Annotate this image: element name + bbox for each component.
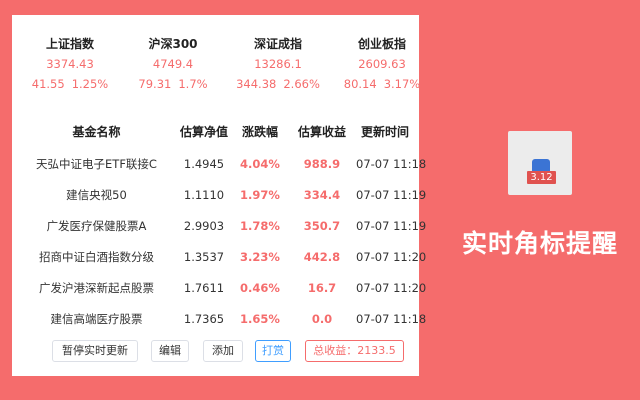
fund-table-body: 天弘中证电子ETF联接C 1.4945 4.04% 988.9 07-07 11… (12, 149, 427, 335)
index-change-value: 41.55 (31, 77, 65, 91)
index-shanghai: 上证指数 3374.43 41.55 1.25% (20, 35, 120, 93)
fund-gain: 442.8 (303, 250, 341, 264)
table-row[interactable]: 建信央视50 1.1110 1.97% 334.4 07-07 11:19 (12, 180, 427, 211)
extension-badge-preview: 3.12 (508, 131, 572, 195)
fund-nav: 2.9903 (183, 219, 225, 233)
index-price: 4749.4 (152, 57, 194, 71)
fund-popup-panel: 上证指数 3374.43 41.55 1.25% 沪深300 4749.4 79.… (12, 15, 427, 376)
index-change: 41.55 1.25% (20, 75, 120, 93)
index-price: 13286.1 (254, 57, 302, 71)
index-change: 79.31 1.7% (123, 75, 223, 93)
header-fund-name: 基金名称 (72, 125, 121, 139)
index-change-value: 80.14 (343, 77, 377, 91)
fund-change-percent: 1.78% (240, 219, 280, 233)
fund-gain: 988.9 (303, 157, 341, 171)
header-estimated-nav: 估算净值 (179, 125, 228, 139)
pause-realtime-button[interactable]: 暂停实时更新 (52, 340, 138, 362)
fund-name: 广发沪港深新起点股票 (39, 281, 154, 295)
header-update-time: 更新时间 (360, 125, 409, 139)
index-hs300: 沪深300 4749.4 79.31 1.7% (123, 35, 223, 93)
fund-update-time: 07-07 11:18 (356, 312, 427, 326)
fund-nav: 1.1110 (183, 188, 225, 202)
add-button[interactable]: 添加 (203, 340, 243, 362)
index-change-percent: 1.7% (178, 77, 208, 91)
index-change: 344.38 2.66% (228, 75, 328, 93)
total-gain-button[interactable]: 总收益：2133.5 (305, 340, 404, 362)
fund-name: 建信高端医疗股票 (50, 312, 143, 326)
index-name: 深证成指 (253, 37, 302, 51)
tip-button[interactable]: 打赏 (255, 340, 291, 362)
fund-gain: 0.0 (311, 312, 333, 326)
fund-update-time: 07-07 11:18 (356, 157, 427, 171)
edit-button[interactable]: 编辑 (151, 340, 189, 362)
promo-slogan: 实时角标提醒 (461, 229, 618, 258)
index-name: 沪深300 (148, 37, 198, 51)
fund-change-percent: 1.65% (240, 312, 280, 326)
calendar-icon (532, 159, 550, 173)
fund-nav: 1.4945 (183, 157, 225, 171)
table-row[interactable]: 天弘中证电子ETF联接C 1.4945 4.04% 988.9 07-07 11… (12, 149, 427, 180)
header-change-percent: 涨跌幅 (241, 125, 278, 139)
table-row[interactable]: 招商中证白酒指数分级 1.3537 3.23% 442.8 07-07 11:2… (12, 242, 427, 273)
fund-table-header: 基金名称 估算净值 涨跌幅 估算收益 更新时间 (12, 123, 419, 141)
fund-name: 建信央视50 (66, 188, 127, 202)
table-row[interactable]: 广发沪港深新起点股票 1.7611 0.46% 16.7 07-07 11:20 (12, 273, 427, 304)
fund-update-time: 07-07 11:20 (356, 281, 427, 295)
fund-nav: 1.3537 (183, 250, 225, 264)
index-chinext: 创业板指 2609.63 80.14 3.17% (332, 35, 432, 93)
table-row[interactable]: 广发医疗保健股票A 2.9903 1.78% 350.7 07-07 11:19 (12, 211, 427, 242)
fund-gain: 334.4 (303, 188, 341, 202)
fund-update-time: 07-07 11:19 (356, 188, 427, 202)
fund-gain: 16.7 (307, 281, 337, 295)
fund-gain: 350.7 (303, 219, 341, 233)
index-change-percent: 3.17% (383, 77, 421, 91)
fund-change-percent: 3.23% (240, 250, 280, 264)
fund-nav: 1.7611 (183, 281, 225, 295)
market-indices: 上证指数 3374.43 41.55 1.25% 沪深300 4749.4 79.… (12, 35, 420, 95)
index-name: 创业板指 (357, 37, 406, 51)
fund-name: 招商中证白酒指数分级 (39, 250, 154, 264)
index-change-percent: 1.25% (71, 77, 109, 91)
index-change: 80.14 3.17% (332, 75, 432, 93)
index-shenzhen: 深证成指 13286.1 344.38 2.66% (228, 35, 328, 93)
fund-update-time: 07-07 11:20 (356, 250, 427, 264)
action-bar: 暂停实时更新 编辑 添加 打赏 总收益：2133.5 (12, 340, 419, 362)
header-estimated-gain: 估算收益 (297, 125, 346, 139)
fund-change-percent: 0.46% (240, 281, 280, 295)
index-change-value: 79.31 (138, 77, 172, 91)
index-name: 上证指数 (45, 37, 94, 51)
fund-change-percent: 4.04% (240, 157, 280, 171)
fund-update-time: 07-07 11:19 (356, 219, 427, 233)
index-change-value: 344.38 (236, 77, 277, 91)
index-price: 2609.63 (358, 57, 406, 71)
table-row[interactable]: 建信高端医疗股票 1.7365 1.65% 0.0 07-07 11:18 (12, 304, 427, 335)
fund-nav: 1.7365 (183, 312, 225, 326)
badge-count: 3.12 (527, 171, 556, 184)
index-change-percent: 2.66% (283, 77, 320, 91)
index-price: 3374.43 (46, 57, 94, 71)
fund-name: 广发医疗保健股票A (46, 219, 147, 233)
fund-name: 天弘中证电子ETF联接C (36, 157, 157, 171)
fund-change-percent: 1.97% (240, 188, 280, 202)
